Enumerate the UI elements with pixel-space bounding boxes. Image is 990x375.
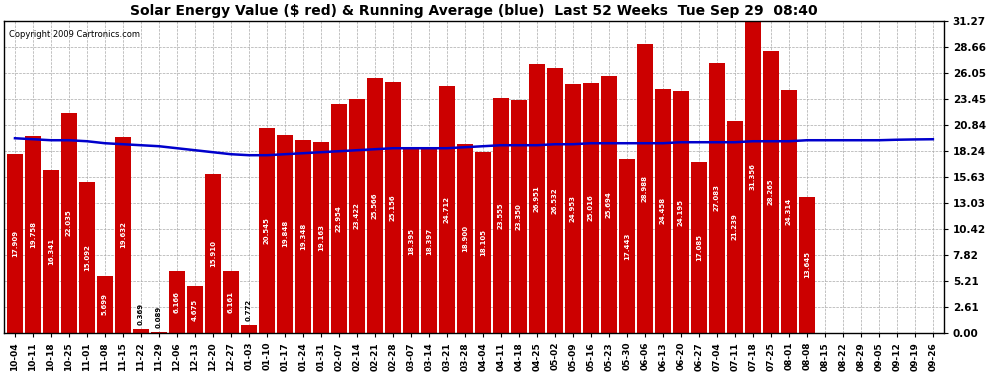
Text: 5.699: 5.699 [102, 294, 108, 315]
Bar [728, 121, 742, 333]
Bar [242, 325, 256, 333]
Text: 25.566: 25.566 [372, 192, 378, 219]
Text: 18.395: 18.395 [408, 228, 414, 255]
Text: 25.156: 25.156 [390, 194, 396, 220]
Text: 15.910: 15.910 [210, 240, 216, 267]
Bar [745, 20, 760, 333]
Text: 17.909: 17.909 [12, 230, 18, 257]
Text: 20.545: 20.545 [264, 217, 270, 244]
Bar [295, 140, 311, 333]
Text: 4.675: 4.675 [192, 298, 198, 321]
Text: 19.348: 19.348 [300, 223, 306, 250]
Text: 19.163: 19.163 [318, 224, 324, 251]
Text: 25.694: 25.694 [606, 191, 612, 218]
Bar [313, 142, 329, 333]
Bar [403, 149, 419, 333]
Text: 19.632: 19.632 [120, 222, 126, 248]
Text: 13.645: 13.645 [804, 251, 810, 278]
Bar [332, 104, 346, 333]
Text: 19.758: 19.758 [30, 221, 36, 248]
Text: 18.397: 18.397 [426, 228, 432, 255]
Bar [151, 332, 166, 333]
Text: 17.443: 17.443 [624, 232, 630, 260]
Text: 28.265: 28.265 [768, 178, 774, 205]
Text: 24.195: 24.195 [678, 199, 684, 226]
Bar [61, 113, 76, 333]
Bar [655, 89, 670, 333]
Bar [44, 170, 58, 333]
Bar [134, 329, 148, 333]
Text: Copyright 2009 Cartronics.com: Copyright 2009 Cartronics.com [9, 30, 140, 39]
Text: 0.089: 0.089 [156, 306, 162, 328]
Bar [457, 144, 472, 333]
Text: 23.555: 23.555 [498, 202, 504, 229]
Text: 26.951: 26.951 [534, 185, 540, 212]
Bar [620, 159, 635, 333]
Text: 18.105: 18.105 [480, 229, 486, 256]
Bar [781, 90, 797, 333]
Text: 24.712: 24.712 [444, 196, 449, 223]
Bar [601, 76, 617, 333]
Text: 25.016: 25.016 [588, 195, 594, 221]
Bar [259, 128, 274, 333]
Text: 21.239: 21.239 [732, 213, 738, 240]
Text: 24.314: 24.314 [786, 198, 792, 225]
Bar [799, 197, 815, 333]
Bar [638, 44, 652, 333]
Text: 18.900: 18.900 [462, 225, 468, 252]
Title: Solar Energy Value ($ red) & Running Average (blue)  Last 52 Weeks  Tue Sep 29  : Solar Energy Value ($ red) & Running Ave… [130, 4, 818, 18]
Bar [79, 182, 95, 333]
Text: 16.341: 16.341 [48, 238, 54, 265]
Text: 22.954: 22.954 [336, 205, 342, 232]
Bar [367, 78, 382, 333]
Bar [440, 86, 454, 333]
Text: 24.953: 24.953 [570, 195, 576, 222]
Bar [169, 272, 184, 333]
Bar [277, 135, 293, 333]
Text: 6.166: 6.166 [174, 291, 180, 313]
Bar [475, 152, 491, 333]
Bar [349, 99, 364, 333]
Bar [187, 286, 203, 333]
Bar [565, 84, 580, 333]
Bar [547, 68, 562, 333]
Bar [205, 174, 221, 333]
Text: 22.035: 22.035 [66, 210, 72, 236]
Text: 19.848: 19.848 [282, 220, 288, 248]
Bar [691, 162, 707, 333]
Text: 31.356: 31.356 [749, 163, 756, 190]
Bar [583, 83, 599, 333]
Text: 6.161: 6.161 [228, 291, 234, 313]
Text: 17.085: 17.085 [696, 234, 702, 261]
Bar [673, 92, 689, 333]
Text: 26.532: 26.532 [551, 187, 558, 214]
Bar [709, 63, 725, 333]
Bar [493, 98, 509, 333]
Bar [115, 137, 131, 333]
Bar [26, 136, 41, 333]
Text: 0.369: 0.369 [138, 303, 144, 325]
Text: 15.092: 15.092 [84, 244, 90, 271]
Text: 28.988: 28.988 [642, 175, 647, 202]
Text: 27.083: 27.083 [714, 184, 720, 211]
Bar [7, 154, 23, 333]
Bar [224, 272, 239, 333]
Bar [763, 51, 778, 333]
Text: 24.458: 24.458 [660, 197, 666, 224]
Bar [97, 276, 113, 333]
Bar [422, 149, 437, 333]
Bar [385, 82, 401, 333]
Text: 23.422: 23.422 [354, 202, 360, 229]
Text: 0.772: 0.772 [246, 299, 251, 321]
Text: 23.350: 23.350 [516, 203, 522, 230]
Bar [511, 100, 527, 333]
Bar [530, 64, 544, 333]
